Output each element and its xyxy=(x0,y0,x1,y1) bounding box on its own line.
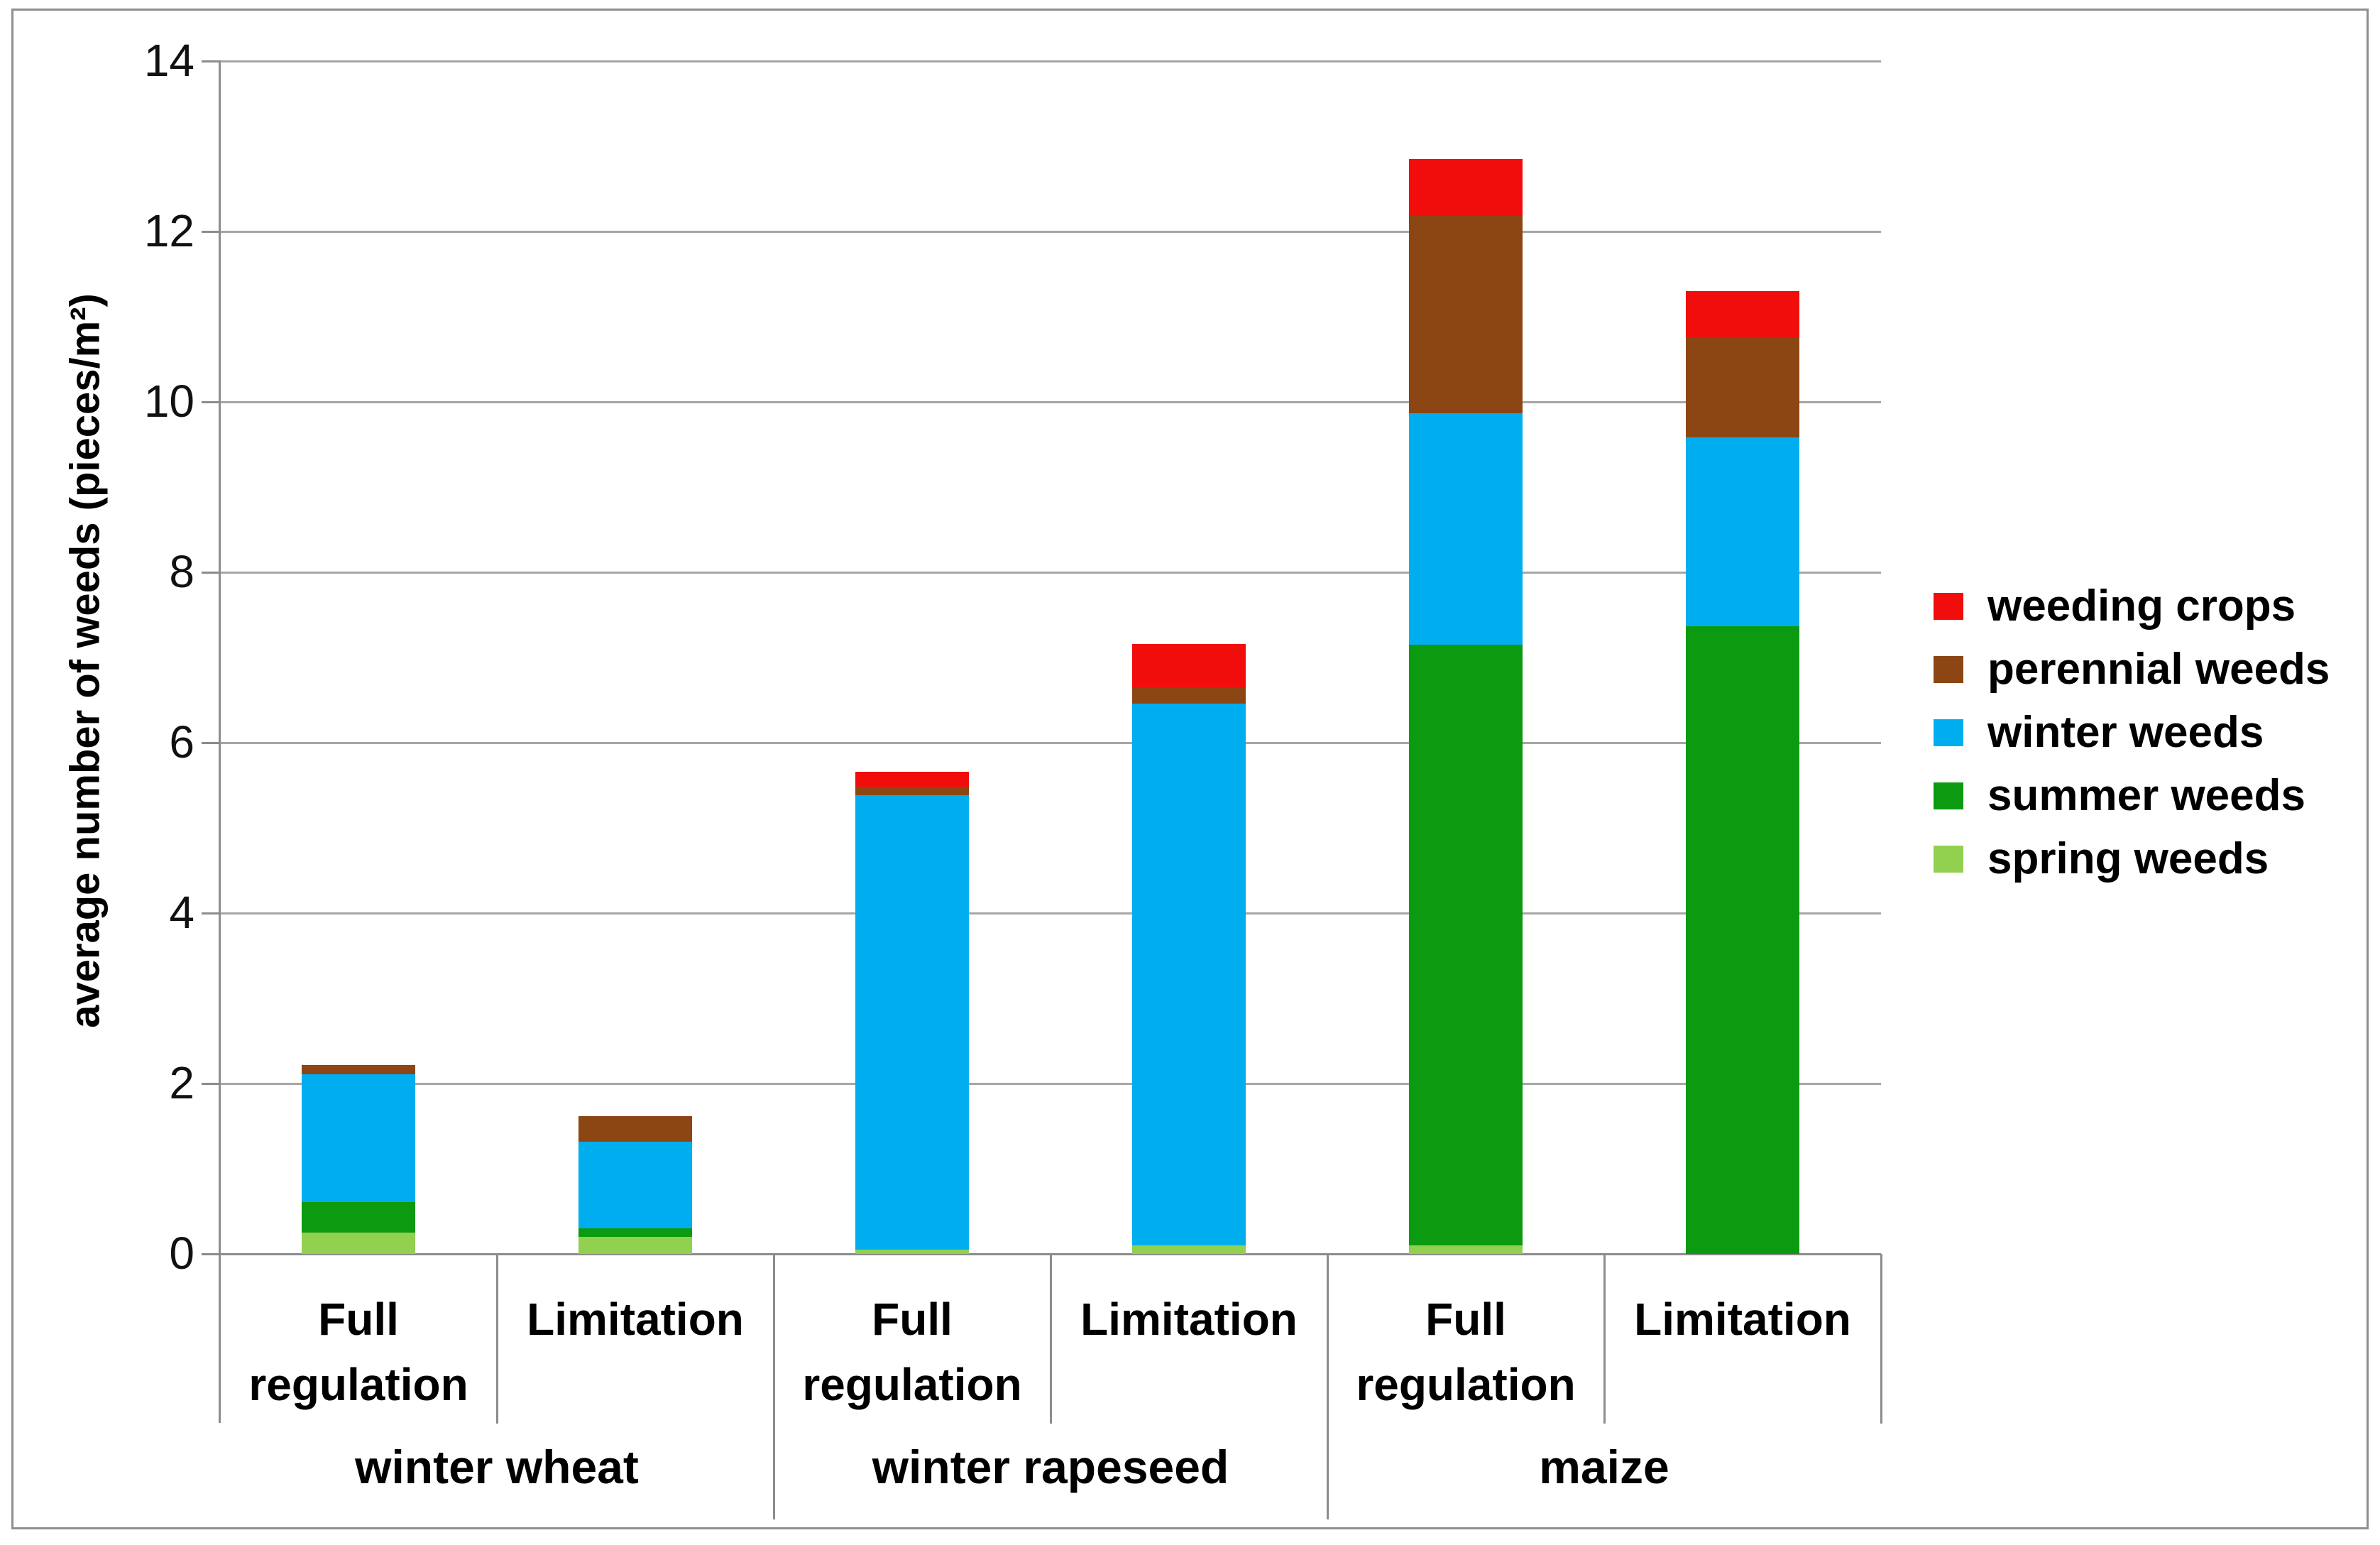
group-divider xyxy=(773,1254,775,1519)
bar-segment-summer-weeds xyxy=(578,1228,692,1237)
group-label-winter-wheat: winter wheat xyxy=(355,1441,639,1493)
legend-label: perennial weeds xyxy=(1987,645,2330,694)
legend-label: winter weeds xyxy=(1987,708,2264,757)
y-axis-tick xyxy=(202,572,220,574)
legend-item-perennial-weeds: perennial weeds xyxy=(1934,644,2330,694)
gridline-y12 xyxy=(220,231,1881,233)
legend-swatch-perennial-weeds xyxy=(1934,655,1963,683)
y-axis-tick xyxy=(202,231,220,233)
y-axis-line xyxy=(219,60,221,1423)
y-tick-label: 6 xyxy=(169,716,194,768)
bar-segment-spring-weeds xyxy=(578,1237,692,1254)
legend-swatch-winter-weeds xyxy=(1934,719,1963,746)
y-tick-label: 0 xyxy=(169,1228,194,1279)
bar-segment-spring-weeds xyxy=(855,1250,969,1254)
legend-swatch-weeding-crops xyxy=(1934,592,1963,620)
bar-segment-perennial-weeds xyxy=(1686,338,1799,438)
y-tick-label: 8 xyxy=(169,546,194,597)
bar-segment-weeding-crops xyxy=(1132,643,1246,687)
group-label-winter-rapeseed: winter rapeseed xyxy=(872,1441,1229,1493)
legend-item-weeding-crops: weeding crops xyxy=(1934,581,2296,631)
group-label-maize: maize xyxy=(1539,1441,1669,1493)
gridline-y2 xyxy=(220,1083,1881,1085)
y-axis-tick xyxy=(202,912,220,915)
y-axis-tick xyxy=(202,1253,220,1255)
gridline-y8 xyxy=(220,572,1881,574)
category-divider xyxy=(1050,1254,1052,1424)
gridline-y14 xyxy=(220,60,1881,62)
category-label-1: Full regulation xyxy=(248,1294,468,1410)
legend-swatch-spring-weeds xyxy=(1934,845,1963,873)
y-tick-label: 2 xyxy=(169,1057,194,1108)
y-axis-tick xyxy=(202,60,220,62)
y-tick-label: 14 xyxy=(143,35,194,86)
legend-swatch-summer-weeds xyxy=(1934,782,1963,809)
bar-segment-winter-weeds xyxy=(1409,413,1523,645)
y-tick-label: 10 xyxy=(143,376,194,427)
group-divider xyxy=(1327,1254,1329,1519)
gridline-y6 xyxy=(220,742,1881,744)
y-tick-label: 12 xyxy=(143,205,194,256)
category-divider xyxy=(1880,1254,1882,1424)
legend-item-summer-weeds: summer weeds xyxy=(1934,770,2305,821)
bar-segment-weeding-crops xyxy=(855,771,969,787)
bar-segment-winter-weeds xyxy=(855,795,969,1250)
bar-segment-perennial-weeds xyxy=(302,1064,415,1074)
legend-item-spring-weeds: spring weeds xyxy=(1934,834,2269,884)
bar-segment-perennial-weeds xyxy=(855,787,969,796)
y-axis-tick xyxy=(202,742,220,744)
y-tick-label: 4 xyxy=(169,887,194,938)
y-axis-tick xyxy=(202,401,220,403)
legend-label: summer weeds xyxy=(1987,771,2305,820)
bar-segment-perennial-weeds xyxy=(578,1115,692,1142)
bar-segment-spring-weeds xyxy=(1409,1245,1523,1254)
category-label-3: Full regulation xyxy=(802,1294,1022,1410)
bar-segment-spring-weeds xyxy=(302,1233,415,1254)
bar-segment-summer-weeds xyxy=(302,1201,415,1233)
bar-segment-winter-weeds xyxy=(578,1141,692,1228)
category-label-2: Limitation xyxy=(527,1294,744,1345)
bar-segment-winter-weeds xyxy=(1686,437,1799,626)
category-label-5: Full regulation xyxy=(1356,1294,1576,1410)
y-axis-tick xyxy=(202,1083,220,1085)
bar-segment-spring-weeds xyxy=(1132,1245,1246,1254)
bar-segment-weeding-crops xyxy=(1409,159,1523,217)
gridline-y10 xyxy=(220,401,1881,403)
legend-label: spring weeds xyxy=(1987,834,2269,883)
legend-item-winter-weeds: winter weeds xyxy=(1934,707,2264,758)
category-label-6: Limitation xyxy=(1634,1294,1851,1345)
bar-segment-weeding-crops xyxy=(1686,291,1799,338)
category-divider xyxy=(1603,1254,1606,1424)
chart-outer-border xyxy=(11,9,2369,1529)
category-label-4: Limitation xyxy=(1080,1294,1298,1345)
bar-segment-perennial-weeds xyxy=(1132,687,1246,704)
legend-label: weeding crops xyxy=(1987,582,2296,630)
bar-segment-summer-weeds xyxy=(1686,626,1799,1254)
bar-segment-summer-weeds xyxy=(1409,645,1523,1245)
bar-segment-winter-weeds xyxy=(1132,703,1246,1245)
gridline-y4 xyxy=(220,912,1881,915)
bar-segment-perennial-weeds xyxy=(1409,216,1523,413)
category-divider xyxy=(496,1254,498,1424)
y-axis-title: average number of weeds (pieces/m²) xyxy=(62,293,109,1028)
bar-segment-winter-weeds xyxy=(302,1074,415,1202)
